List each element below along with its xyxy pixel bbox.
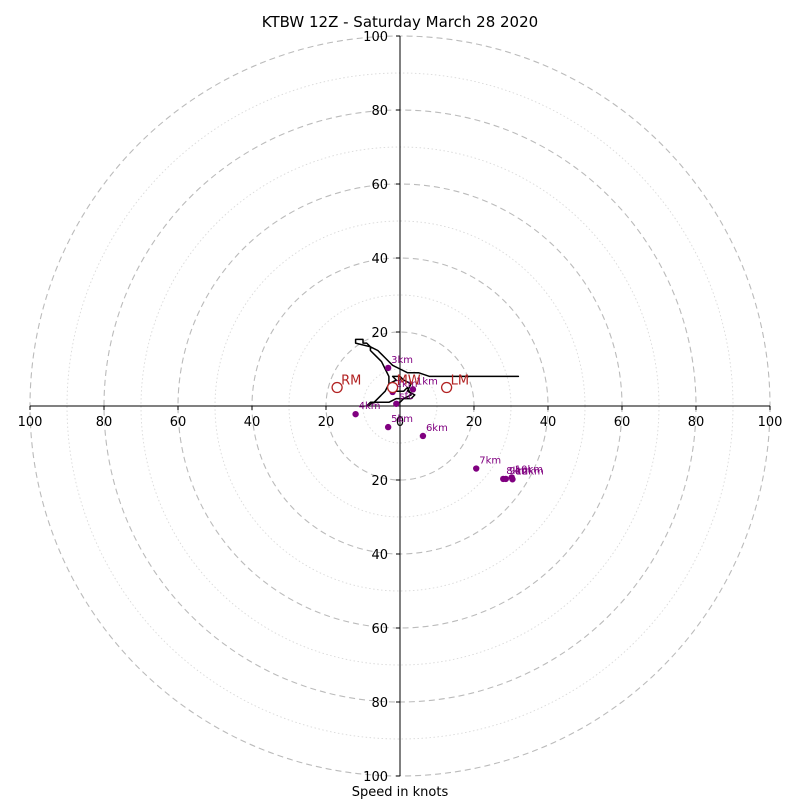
height-marker <box>409 386 417 393</box>
height-label: 5km <box>391 414 413 425</box>
y-tick-label: 80 <box>371 104 388 119</box>
height-marker <box>509 476 516 483</box>
height-label: 2km <box>396 379 418 390</box>
height-marker <box>419 432 427 440</box>
x-tick-label: 40 <box>244 415 261 430</box>
height-label: 3km <box>391 355 413 366</box>
y-tick-label: 20 <box>371 326 388 341</box>
y-tick-label: 40 <box>371 548 388 563</box>
x-tick-label: 100 <box>18 415 43 430</box>
x-axis-label: Speed in knots <box>352 785 449 800</box>
storm-motion-marker <box>331 381 343 394</box>
y-tick-label: 40 <box>371 252 388 267</box>
height-label: 6km <box>426 423 448 434</box>
x-tick-label: 80 <box>688 415 705 430</box>
x-tick-label: 60 <box>170 415 187 430</box>
height-label: 1km <box>416 376 438 387</box>
storm-motion-label: LM <box>451 374 469 389</box>
height-marker <box>384 364 392 372</box>
height-marker <box>393 400 400 407</box>
storm-motion-marker <box>440 381 453 394</box>
x-tick-label: 80 <box>96 415 113 430</box>
y-tick-label: 60 <box>371 178 388 193</box>
height-label: 8km <box>506 466 528 477</box>
tick-labels: 100 80 60 40 20 0 20 40 60 80 100 100 80 60 40 20 20 40 60… <box>18 30 783 785</box>
storm-motion-label: MW <box>397 374 421 389</box>
y-tick-label: 20 <box>371 474 388 489</box>
height-marker <box>352 410 359 418</box>
height-label: 9km <box>509 466 531 477</box>
height-marker <box>473 465 480 472</box>
y-tick-label: 60 <box>371 622 388 637</box>
hodograph-trace <box>354 338 520 407</box>
x-tick-label: 100 <box>758 415 783 430</box>
x-tick-label: 40 <box>540 415 557 430</box>
storm-motion-label: RM <box>341 374 361 389</box>
storm-motion-layer: RM LM MW <box>331 374 469 394</box>
height-marker <box>384 423 392 431</box>
chart-title: KTBW 12Z - Saturday March 28 2020 <box>262 13 538 31</box>
height-label: 4km <box>359 401 381 412</box>
y-tick-label: 100 <box>363 30 388 45</box>
y-tick-label: 100 <box>363 770 388 785</box>
height-label: 12km <box>515 466 543 477</box>
height-label: sfc <box>399 391 413 402</box>
x-tick-label: 0 <box>396 415 404 430</box>
height-marker <box>502 475 510 483</box>
x-tick-label: 20 <box>318 415 335 430</box>
x-tick-label: 20 <box>466 415 483 430</box>
storm-motion-marker <box>386 381 399 394</box>
y-tick-label: 80 <box>371 696 388 711</box>
height-label: 10km <box>515 464 543 475</box>
hodograph-trace-layer <box>354 338 520 407</box>
x-tick-label: 60 <box>614 415 631 430</box>
height-label: 7km <box>479 456 501 467</box>
